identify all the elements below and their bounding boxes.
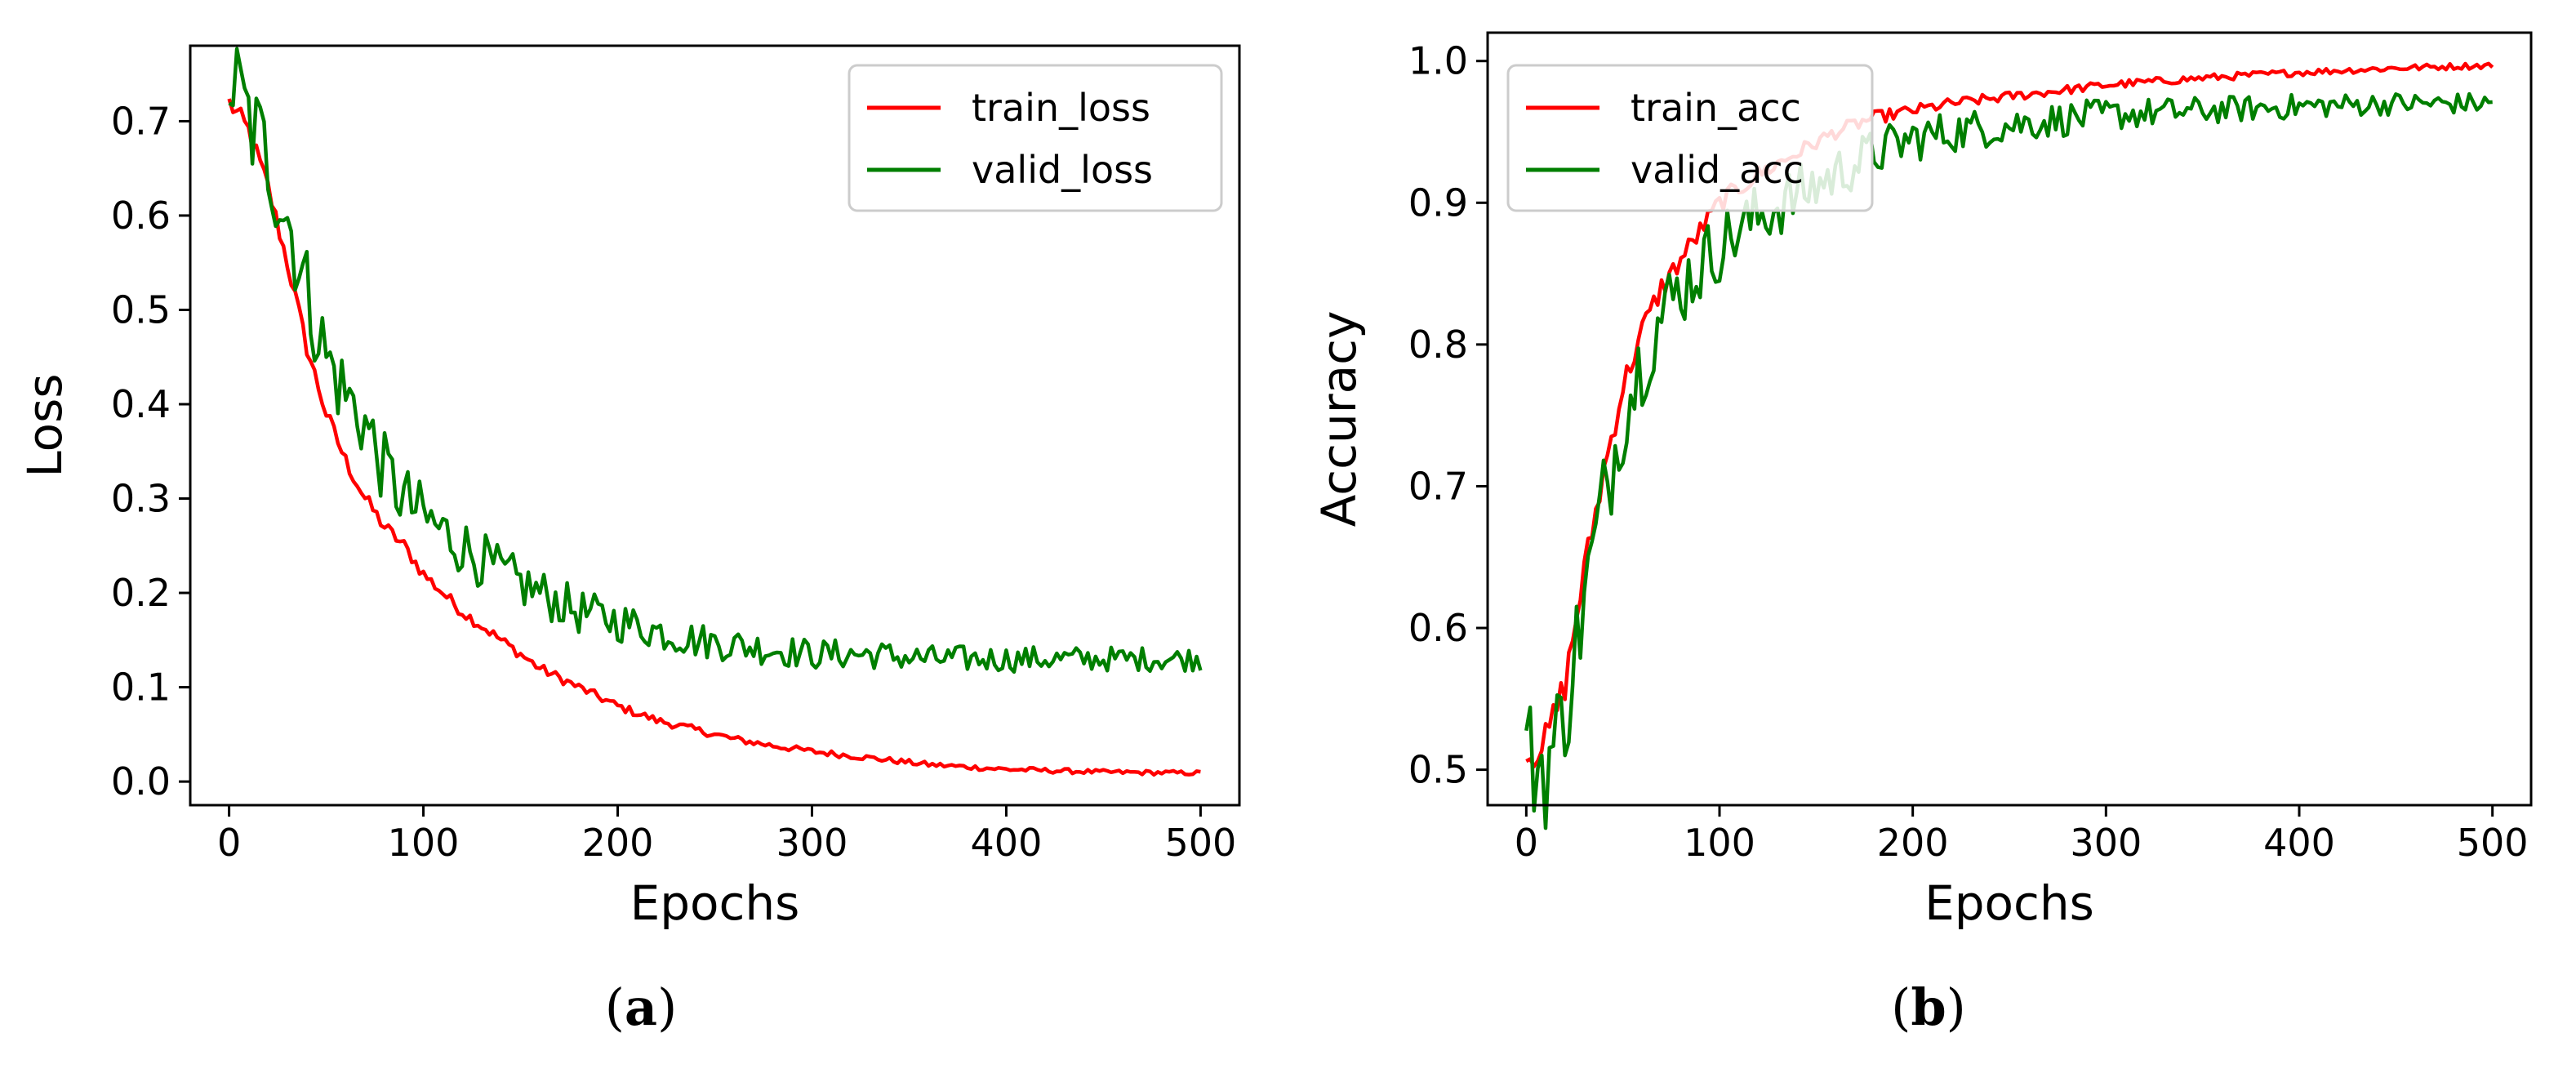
loss-chart: 0 100 200 300 400 500 0.0 0.1 0.2 0.3 0.4 0.5 0.6 0.7… bbox=[17, 44, 1241, 931]
x-tick-label: 200 bbox=[1877, 821, 1949, 865]
legend: train_acc valid_acc bbox=[1506, 64, 1874, 212]
y-axis-label: Loss bbox=[17, 373, 73, 477]
y-tick-label: 0.6 bbox=[1408, 606, 1468, 650]
legend-label: train_acc bbox=[1631, 86, 1801, 130]
series-line-train-acc bbox=[1525, 61, 2494, 768]
caption-a-open: ( bbox=[605, 977, 625, 1037]
y-tick-label: 0.7 bbox=[111, 99, 171, 143]
x-tick-label: 300 bbox=[776, 821, 848, 865]
x-tick-label: 300 bbox=[2070, 821, 2142, 865]
series-line-valid-loss bbox=[228, 47, 1203, 675]
x-tick-label: 0 bbox=[1515, 821, 1538, 865]
caption-b-open: ( bbox=[1891, 977, 1911, 1037]
series-line-valid-acc bbox=[1524, 91, 2493, 830]
caption-a-close: ) bbox=[657, 977, 677, 1037]
legend-box bbox=[848, 64, 1223, 212]
x-tick-label: 100 bbox=[388, 821, 460, 865]
x-tick-label: 500 bbox=[1165, 821, 1237, 865]
y-axis-label: Accuracy bbox=[1311, 311, 1367, 528]
x-axis-label: Epochs bbox=[1924, 875, 2094, 931]
y-tick-label: 0.5 bbox=[111, 287, 171, 332]
legend-label: train_loss bbox=[972, 86, 1150, 130]
x-tick-label: 100 bbox=[1684, 821, 1755, 865]
x-tick-label: 500 bbox=[2457, 821, 2529, 865]
y-tick-label: 0.6 bbox=[111, 194, 171, 238]
x-tick-label: 200 bbox=[582, 821, 654, 865]
y-tick-label: 0.4 bbox=[111, 382, 171, 426]
x-tick-label: 0 bbox=[217, 821, 241, 865]
y-tick-label: 0.7 bbox=[1408, 464, 1468, 508]
legend: train_loss valid_loss bbox=[848, 64, 1223, 212]
y-tick-label: 0.2 bbox=[111, 571, 171, 615]
y-tick-label: 0.5 bbox=[1408, 748, 1468, 792]
caption-b-close: ) bbox=[1946, 977, 1966, 1037]
legend-label: valid_loss bbox=[972, 148, 1153, 192]
caption-b: (b) bbox=[1891, 977, 1966, 1037]
caption-b-letter: b bbox=[1911, 977, 1946, 1037]
x-tick-label: 400 bbox=[2263, 821, 2335, 865]
caption-a: (a) bbox=[605, 977, 678, 1037]
x-axis-label: Epochs bbox=[630, 875, 800, 931]
plot-frame bbox=[1486, 31, 2533, 807]
legend-label: valid_acc bbox=[1631, 148, 1804, 192]
x-tick-label: 400 bbox=[971, 821, 1043, 865]
y-tick-label: 1.0 bbox=[1408, 39, 1468, 83]
y-tick-label: 0.8 bbox=[1408, 323, 1468, 367]
caption-a-letter: a bbox=[625, 977, 657, 1037]
series-line-train-loss bbox=[227, 98, 1201, 777]
y-tick-label: 0.3 bbox=[111, 477, 171, 521]
accuracy-chart: 0 100 200 300 400 500 0.5 0.6 0.7 0.8 0.9 1.0 Epochs… bbox=[1311, 31, 2533, 931]
legend-box bbox=[1506, 64, 1874, 212]
plot-frame bbox=[189, 44, 1241, 807]
y-tick-label: 0.0 bbox=[111, 759, 171, 804]
y-tick-label: 0.9 bbox=[1408, 180, 1468, 225]
y-tick-label: 0.1 bbox=[111, 666, 171, 710]
